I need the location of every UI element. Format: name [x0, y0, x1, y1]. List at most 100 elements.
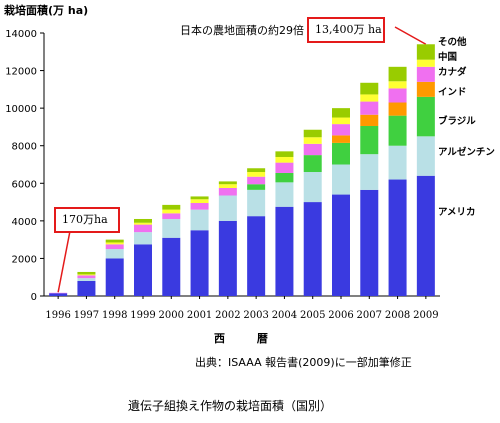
legend-label: カナダ	[438, 66, 467, 78]
bar-segment	[275, 151, 294, 157]
bar-segment	[416, 59, 435, 67]
x-tick-label: 2009	[413, 310, 438, 321]
bar-segment	[360, 125, 379, 155]
chart-tick-labels: 0 2000 4000 6000 8000 10000 12000 14000 1996 1997…	[5, 29, 438, 321]
bar-segment	[388, 145, 407, 180]
bar-segment	[388, 81, 407, 89]
bar-segment	[416, 81, 435, 97]
legend-label: 中国	[438, 51, 457, 63]
bar-segment	[247, 216, 266, 296]
callout-leader-2009	[394, 26, 427, 45]
bar-segment	[134, 224, 152, 233]
bar-segment	[303, 172, 322, 203]
bar-segment	[416, 175, 435, 296]
bar-segment	[105, 249, 124, 259]
bar-segment	[332, 124, 350, 136]
bar-segment	[162, 218, 181, 238]
bar-segment	[275, 162, 294, 173]
bar-segment	[77, 278, 96, 281]
bar-segment	[190, 199, 209, 204]
bar-segment	[218, 220, 237, 296]
y-tick-label: 10000	[5, 104, 37, 115]
x-tick-label: 2008	[385, 310, 410, 321]
bar-segment	[49, 293, 68, 296]
bar-segment	[247, 184, 266, 190]
bar-segment	[388, 102, 407, 116]
bar-segment	[303, 129, 322, 138]
x-tick-label: 2003	[243, 310, 268, 321]
x-tick-label: 2001	[187, 310, 212, 321]
bar-segment	[105, 244, 124, 250]
bar-segment	[360, 101, 379, 115]
bar-segment	[275, 206, 294, 296]
bar-segment	[332, 117, 350, 125]
bar-segment	[77, 275, 96, 279]
y-tick-label: 4000	[12, 217, 37, 228]
bar-segment	[105, 242, 124, 245]
bar-segment	[303, 155, 322, 173]
y-tick-label: 8000	[12, 142, 37, 153]
bar-segment	[275, 182, 294, 207]
bar-segment	[360, 82, 379, 95]
bar-segment	[134, 222, 152, 225]
bar-segment	[332, 108, 350, 118]
chart-bars	[49, 44, 435, 296]
bar-segment	[134, 244, 152, 296]
bar-segment	[190, 196, 209, 200]
bar-segment	[247, 172, 266, 177]
bar-segment	[388, 66, 407, 82]
y-tick-label: 2000	[12, 254, 37, 265]
bar-segment	[360, 189, 379, 296]
area-ratio-annotation: 日本の農地面積の約29倍 ＝	[180, 24, 319, 37]
bar-segment	[360, 154, 379, 190]
legend-label: アルゼンチン	[438, 146, 495, 158]
bar-segment	[303, 137, 322, 144]
callout-leader-1996	[57, 230, 71, 293]
bar-segment	[332, 194, 350, 296]
bar-segment	[134, 218, 152, 223]
bar-segment	[105, 239, 124, 243]
bar-segment	[388, 115, 407, 146]
bar-segment	[105, 258, 124, 296]
bar-segment	[332, 135, 350, 143]
bar-segment	[275, 172, 294, 183]
bar-segment	[218, 181, 237, 185]
bar-segment	[332, 142, 350, 165]
bar-segment	[134, 232, 152, 245]
bar-segment	[360, 94, 379, 102]
figure-caption: 遺伝子組換え作物の栽培面積（国別）	[128, 399, 333, 413]
x-tick-label: 2004	[272, 310, 297, 321]
bar-segment	[303, 143, 322, 156]
bar-segment	[247, 168, 266, 173]
bar-segment	[332, 164, 350, 195]
legend-label: ブラジル	[438, 115, 476, 127]
y-tick-label: 14000	[5, 29, 37, 40]
x-tick-label: 1998	[102, 310, 127, 321]
source-note: 出典：ISAAA 報告書(2009)に一部加筆修正	[195, 356, 412, 369]
bar-segment	[388, 88, 407, 103]
bar-segment	[218, 187, 237, 196]
bar-segment	[416, 96, 435, 137]
x-tick-label: 2002	[215, 310, 240, 321]
y-tick-label: 0	[31, 292, 37, 303]
bar-segment	[416, 136, 435, 176]
bar-segment	[77, 280, 96, 296]
y-tick-label: 6000	[12, 179, 37, 190]
bar-segment	[360, 114, 379, 126]
x-tick-label: 1999	[130, 310, 155, 321]
total-2009-callout: 13,400万 ha	[307, 17, 385, 43]
bar-segment	[218, 184, 237, 188]
bar-segment	[77, 274, 96, 276]
x-tick-label: 2000	[159, 310, 184, 321]
bar-segment	[162, 237, 181, 296]
legend-label: アメリカ	[438, 207, 476, 218]
total-1996-callout: 170万ha	[54, 207, 120, 233]
x-tick-label: 1996	[45, 310, 70, 321]
legend-label: その他	[438, 36, 467, 48]
legend-label: インド	[438, 87, 467, 98]
bar-segment	[190, 230, 209, 296]
bar-segment	[218, 195, 237, 221]
bar-segment	[190, 209, 209, 231]
bar-segment	[190, 203, 209, 210]
